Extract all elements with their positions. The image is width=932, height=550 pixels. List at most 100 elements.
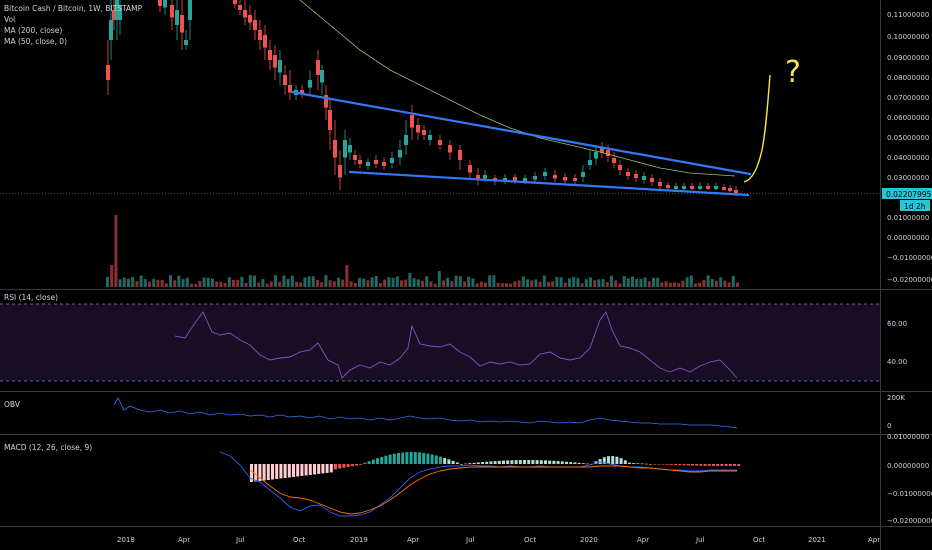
candle-body	[553, 175, 557, 179]
volume-bar	[211, 278, 214, 287]
volume-bar	[244, 282, 248, 287]
macd-tick-3: −0.01000000	[887, 490, 932, 498]
candle-body	[170, 5, 174, 18]
macd-label[interactable]: MACD (12, 26, close, 9)	[4, 443, 92, 452]
candle-body	[238, 5, 242, 10]
volume-bar	[576, 278, 580, 287]
svg-text:0.06000000: 0.06000000	[887, 114, 929, 122]
candle-body	[180, 15, 184, 33]
obv-label[interactable]: OBV	[4, 400, 21, 409]
volume-bar	[643, 277, 647, 287]
candle-body	[328, 110, 332, 130]
svg-text:Jul: Jul	[235, 536, 245, 544]
svg-text:0.05000000: 0.05000000	[887, 134, 929, 142]
volume-bar	[232, 279, 235, 287]
macd-histogram-bar	[623, 460, 627, 464]
macd-line	[219, 451, 737, 517]
macd-histogram-bar	[602, 457, 606, 464]
candle-body	[722, 187, 726, 190]
volume-bar	[563, 282, 567, 287]
volume-bar	[689, 275, 693, 287]
volume-bar	[471, 278, 475, 287]
volume-bar	[391, 277, 395, 287]
volume-bar	[622, 275, 626, 287]
volume-bar	[164, 283, 168, 287]
volume-bar	[635, 278, 639, 287]
macd-histogram-bar	[283, 464, 287, 478]
candle-body	[184, 40, 188, 45]
candle-body	[253, 20, 257, 30]
volume-bar	[139, 275, 143, 287]
volume-bar	[408, 273, 412, 287]
candle-body	[343, 140, 347, 158]
svg-text:Jul: Jul	[465, 536, 475, 544]
volume-bar	[702, 279, 706, 287]
svg-text:Apr: Apr	[407, 536, 419, 544]
candle-body	[258, 30, 262, 40]
candle-body	[468, 165, 472, 173]
macd-histogram-bar	[481, 462, 484, 464]
volume-bar	[597, 279, 601, 287]
volume-bar	[353, 282, 357, 287]
macd-histogram-bar	[493, 461, 497, 464]
svg-text:2021: 2021	[808, 536, 826, 544]
volume-bar	[156, 279, 160, 287]
macd-histogram-bar	[506, 460, 510, 464]
candle-body	[233, 0, 237, 4]
macd-histogram-bar	[409, 452, 413, 464]
volume-bar	[584, 279, 588, 287]
macd-histogram-bar	[321, 464, 325, 474]
chart-legend[interactable]: Bitcoin Cash / Bitcoin, 1W, BITSTAMP Vol…	[4, 4, 143, 46]
svg-text:Apr: Apr	[637, 536, 649, 544]
macd-histogram-bar	[716, 464, 720, 466]
macd-histogram-bar	[287, 464, 291, 478]
volume-bar	[190, 283, 193, 287]
candle-body	[690, 186, 694, 189]
volume-bar	[614, 280, 618, 287]
volume-bar	[328, 280, 332, 287]
macd-histogram-bar	[371, 459, 375, 464]
drawing-annotation: ?	[743, 55, 801, 183]
macd-histogram-bar	[644, 463, 648, 465]
volume-bar	[236, 279, 240, 287]
volume-bar	[278, 281, 282, 287]
volume-bar	[257, 282, 261, 287]
svg-text:−0.01000000: −0.01000000	[887, 254, 932, 262]
obv-tick-0: 0	[887, 422, 891, 430]
macd-histogram-bar	[317, 464, 321, 474]
candle-body	[438, 140, 442, 145]
macd-histogram-bar	[418, 452, 421, 464]
macd-histogram-bar	[615, 456, 619, 464]
legend-ma50: MA (50, close, 0)	[4, 37, 67, 46]
macd-histogram-bar	[707, 464, 711, 466]
macd-histogram-bar	[262, 464, 266, 481]
svg-text:0.11000000: 0.11000000	[887, 11, 929, 19]
time-axis[interactable]: 2018 Apr Jul Oct 2019 Apr Jul Oct 2020 A…	[117, 536, 880, 544]
volume-bar	[177, 275, 181, 287]
volume-bar	[374, 276, 378, 287]
svg-text:1d 2h: 1d 2h	[904, 202, 926, 211]
candle-body	[428, 135, 432, 140]
volume-bar	[652, 277, 655, 287]
macd-histogram-bar	[628, 462, 631, 464]
price-axis[interactable]: 0.11000000 0.10000000 0.09000000 0.08000…	[887, 11, 932, 284]
volume-bar	[127, 278, 130, 287]
macd-histogram-bar	[460, 464, 463, 465]
volume-bar	[526, 279, 529, 287]
candle-body	[600, 148, 604, 153]
macd-histogram-bar	[426, 453, 430, 464]
svg-text:Oct: Oct	[524, 536, 536, 544]
rsi-line	[174, 311, 738, 379]
svg-text:0.07000000: 0.07000000	[887, 94, 929, 102]
volume-bar	[685, 277, 689, 287]
legend-ma200: MA (200, close)	[4, 26, 62, 35]
volume-bar	[148, 281, 151, 287]
rsi-label[interactable]: RSI (14, close)	[4, 293, 58, 302]
macd-histogram-bar	[308, 464, 312, 475]
volume-bar	[551, 281, 555, 287]
candle-body	[353, 155, 357, 160]
svg-text:2020: 2020	[580, 536, 598, 544]
volume-bar	[290, 275, 294, 287]
